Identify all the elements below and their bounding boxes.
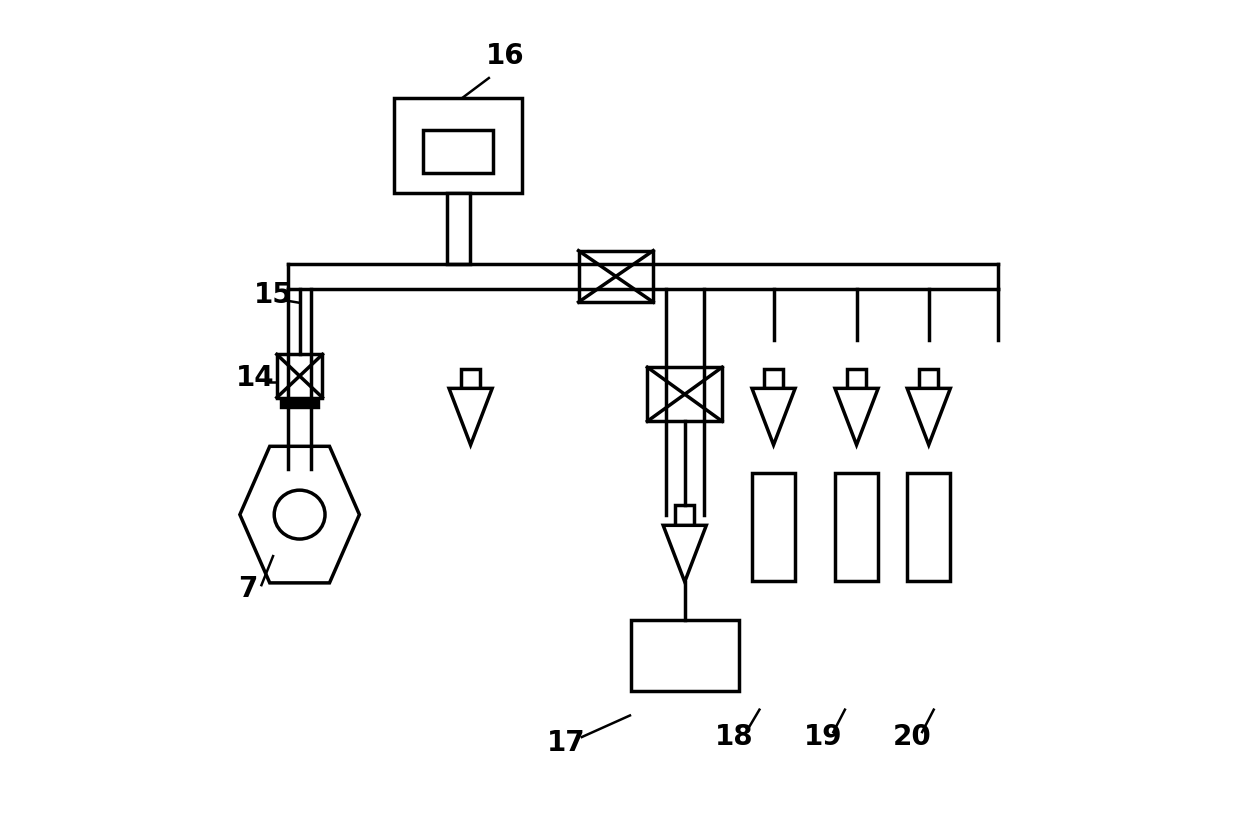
Text: 18: 18	[715, 723, 754, 751]
Bar	[847, 369, 866, 408]
Bar	[751, 473, 795, 581]
Polygon shape	[663, 525, 707, 582]
Bar	[764, 369, 782, 408]
Bar	[835, 473, 878, 581]
Text: 14: 14	[236, 364, 274, 392]
Ellipse shape	[274, 491, 325, 539]
Text: 7: 7	[238, 575, 258, 603]
Bar	[423, 130, 494, 173]
Bar	[647, 367, 722, 422]
Bar	[908, 473, 950, 581]
Text: 15: 15	[254, 281, 293, 309]
Bar	[461, 369, 480, 408]
Bar	[394, 97, 522, 193]
Polygon shape	[835, 388, 878, 445]
Text: 16: 16	[486, 42, 525, 71]
Bar	[277, 354, 322, 398]
Polygon shape	[908, 388, 950, 445]
Bar	[919, 369, 939, 408]
Polygon shape	[449, 388, 492, 445]
Text: 19: 19	[804, 723, 843, 751]
Bar	[579, 251, 653, 302]
Bar	[631, 621, 739, 691]
Polygon shape	[239, 447, 360, 583]
Polygon shape	[751, 388, 795, 445]
Bar	[446, 193, 470, 264]
Text: 17: 17	[547, 729, 585, 757]
Bar	[676, 505, 694, 545]
Text: 20: 20	[893, 723, 931, 751]
